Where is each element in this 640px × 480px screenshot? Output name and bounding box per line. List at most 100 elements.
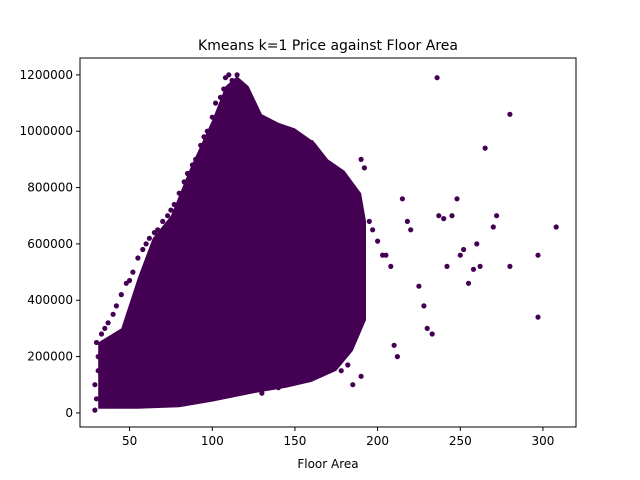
data-point: [325, 359, 331, 365]
data-point: [251, 114, 257, 120]
data-point: [333, 170, 339, 177]
dense-point-cloud: [98, 76, 366, 409]
data-point: [239, 89, 245, 95]
data-point: [226, 72, 232, 78]
data-point: [234, 72, 240, 78]
data-point: [358, 373, 364, 379]
y-tick-label: 400000: [27, 293, 73, 307]
data-point: [92, 407, 98, 413]
data-point: [391, 342, 397, 348]
data-point: [93, 339, 100, 346]
x-tick-label: 150: [283, 434, 306, 448]
data-point: [388, 263, 394, 269]
data-point: [358, 156, 364, 162]
data-point: [209, 114, 215, 120]
data-point: [308, 373, 315, 379]
data-point: [325, 162, 331, 168]
x-tick-label: 250: [449, 434, 472, 448]
y-tick-label: 1000000: [20, 124, 73, 138]
data-point: [93, 396, 100, 402]
data-point: [465, 280, 472, 286]
data-point: [416, 283, 422, 289]
data-point: [313, 156, 319, 162]
data-point: [204, 128, 210, 134]
data-point: [198, 142, 204, 148]
data-point: [394, 354, 400, 360]
data-point: [346, 207, 353, 213]
x-axis-label: Floor Area: [297, 457, 358, 471]
data-point: [232, 80, 238, 86]
data-point: [98, 331, 105, 337]
data-point: [474, 241, 480, 247]
data-point: [350, 213, 356, 219]
y-tick-label: 600000: [27, 237, 73, 251]
data-point: [181, 179, 187, 185]
data-point: [176, 190, 182, 196]
data-point: [338, 185, 344, 191]
data-point: [454, 196, 460, 202]
data-point: [193, 156, 199, 162]
data-point: [113, 303, 119, 309]
data-point: [184, 170, 191, 177]
x-tick-label: 300: [531, 434, 554, 448]
data-point: [213, 100, 219, 106]
data-point: [328, 168, 334, 174]
data-point: [345, 362, 351, 368]
data-point: [217, 94, 224, 100]
data-point: [361, 165, 367, 171]
data-point: [275, 125, 281, 131]
data-point: [118, 292, 124, 298]
data-point: [160, 218, 166, 224]
data-point: [482, 145, 488, 151]
data-point: [308, 139, 315, 146]
data-point: [429, 331, 435, 337]
data-point: [95, 354, 101, 360]
y-tick-label: 200000: [27, 350, 73, 364]
data-point: [421, 303, 427, 309]
data-point: [95, 368, 101, 374]
data-point: [317, 162, 323, 168]
y-tick-label: 0: [65, 406, 73, 420]
data-point: [110, 311, 116, 317]
data-point: [237, 83, 243, 89]
data-point: [490, 224, 496, 230]
data-point: [341, 190, 348, 196]
data-point: [171, 201, 177, 208]
data-point: [383, 252, 389, 258]
data-point: [127, 277, 133, 284]
data-point: [201, 134, 207, 140]
data-point: [295, 137, 301, 143]
data-point: [399, 196, 405, 202]
data-point: [300, 145, 306, 151]
plot-frame: [79, 57, 577, 428]
data-point: [242, 94, 248, 100]
data-point: [292, 131, 298, 137]
data-point: [146, 235, 152, 241]
data-point: [408, 227, 414, 233]
data-point: [436, 213, 442, 219]
data-point: [494, 213, 500, 219]
data-point: [102, 325, 108, 331]
data-point: [256, 111, 262, 117]
chart-title: Kmeans k=1 Price against Floor Area: [198, 38, 458, 54]
data-point: [140, 246, 146, 253]
data-points: [92, 72, 559, 413]
data-point: [275, 385, 281, 391]
data-point: [259, 390, 265, 396]
data-point: [350, 382, 356, 388]
data-point: [535, 314, 541, 320]
data-point: [338, 368, 344, 374]
x-tick-label: 100: [201, 434, 224, 448]
data-point: [457, 252, 463, 258]
data-point: [441, 216, 447, 222]
data-point: [477, 263, 483, 269]
data-point: [449, 213, 455, 219]
data-point: [249, 106, 255, 112]
x-tick-label: 50: [122, 434, 137, 448]
data-point: [135, 255, 141, 261]
data-point: [105, 320, 111, 326]
y-tick-label: 1200000: [20, 68, 73, 82]
data-point: [461, 246, 467, 253]
x-axis: 50 100 150 200 250 300: [122, 427, 554, 448]
